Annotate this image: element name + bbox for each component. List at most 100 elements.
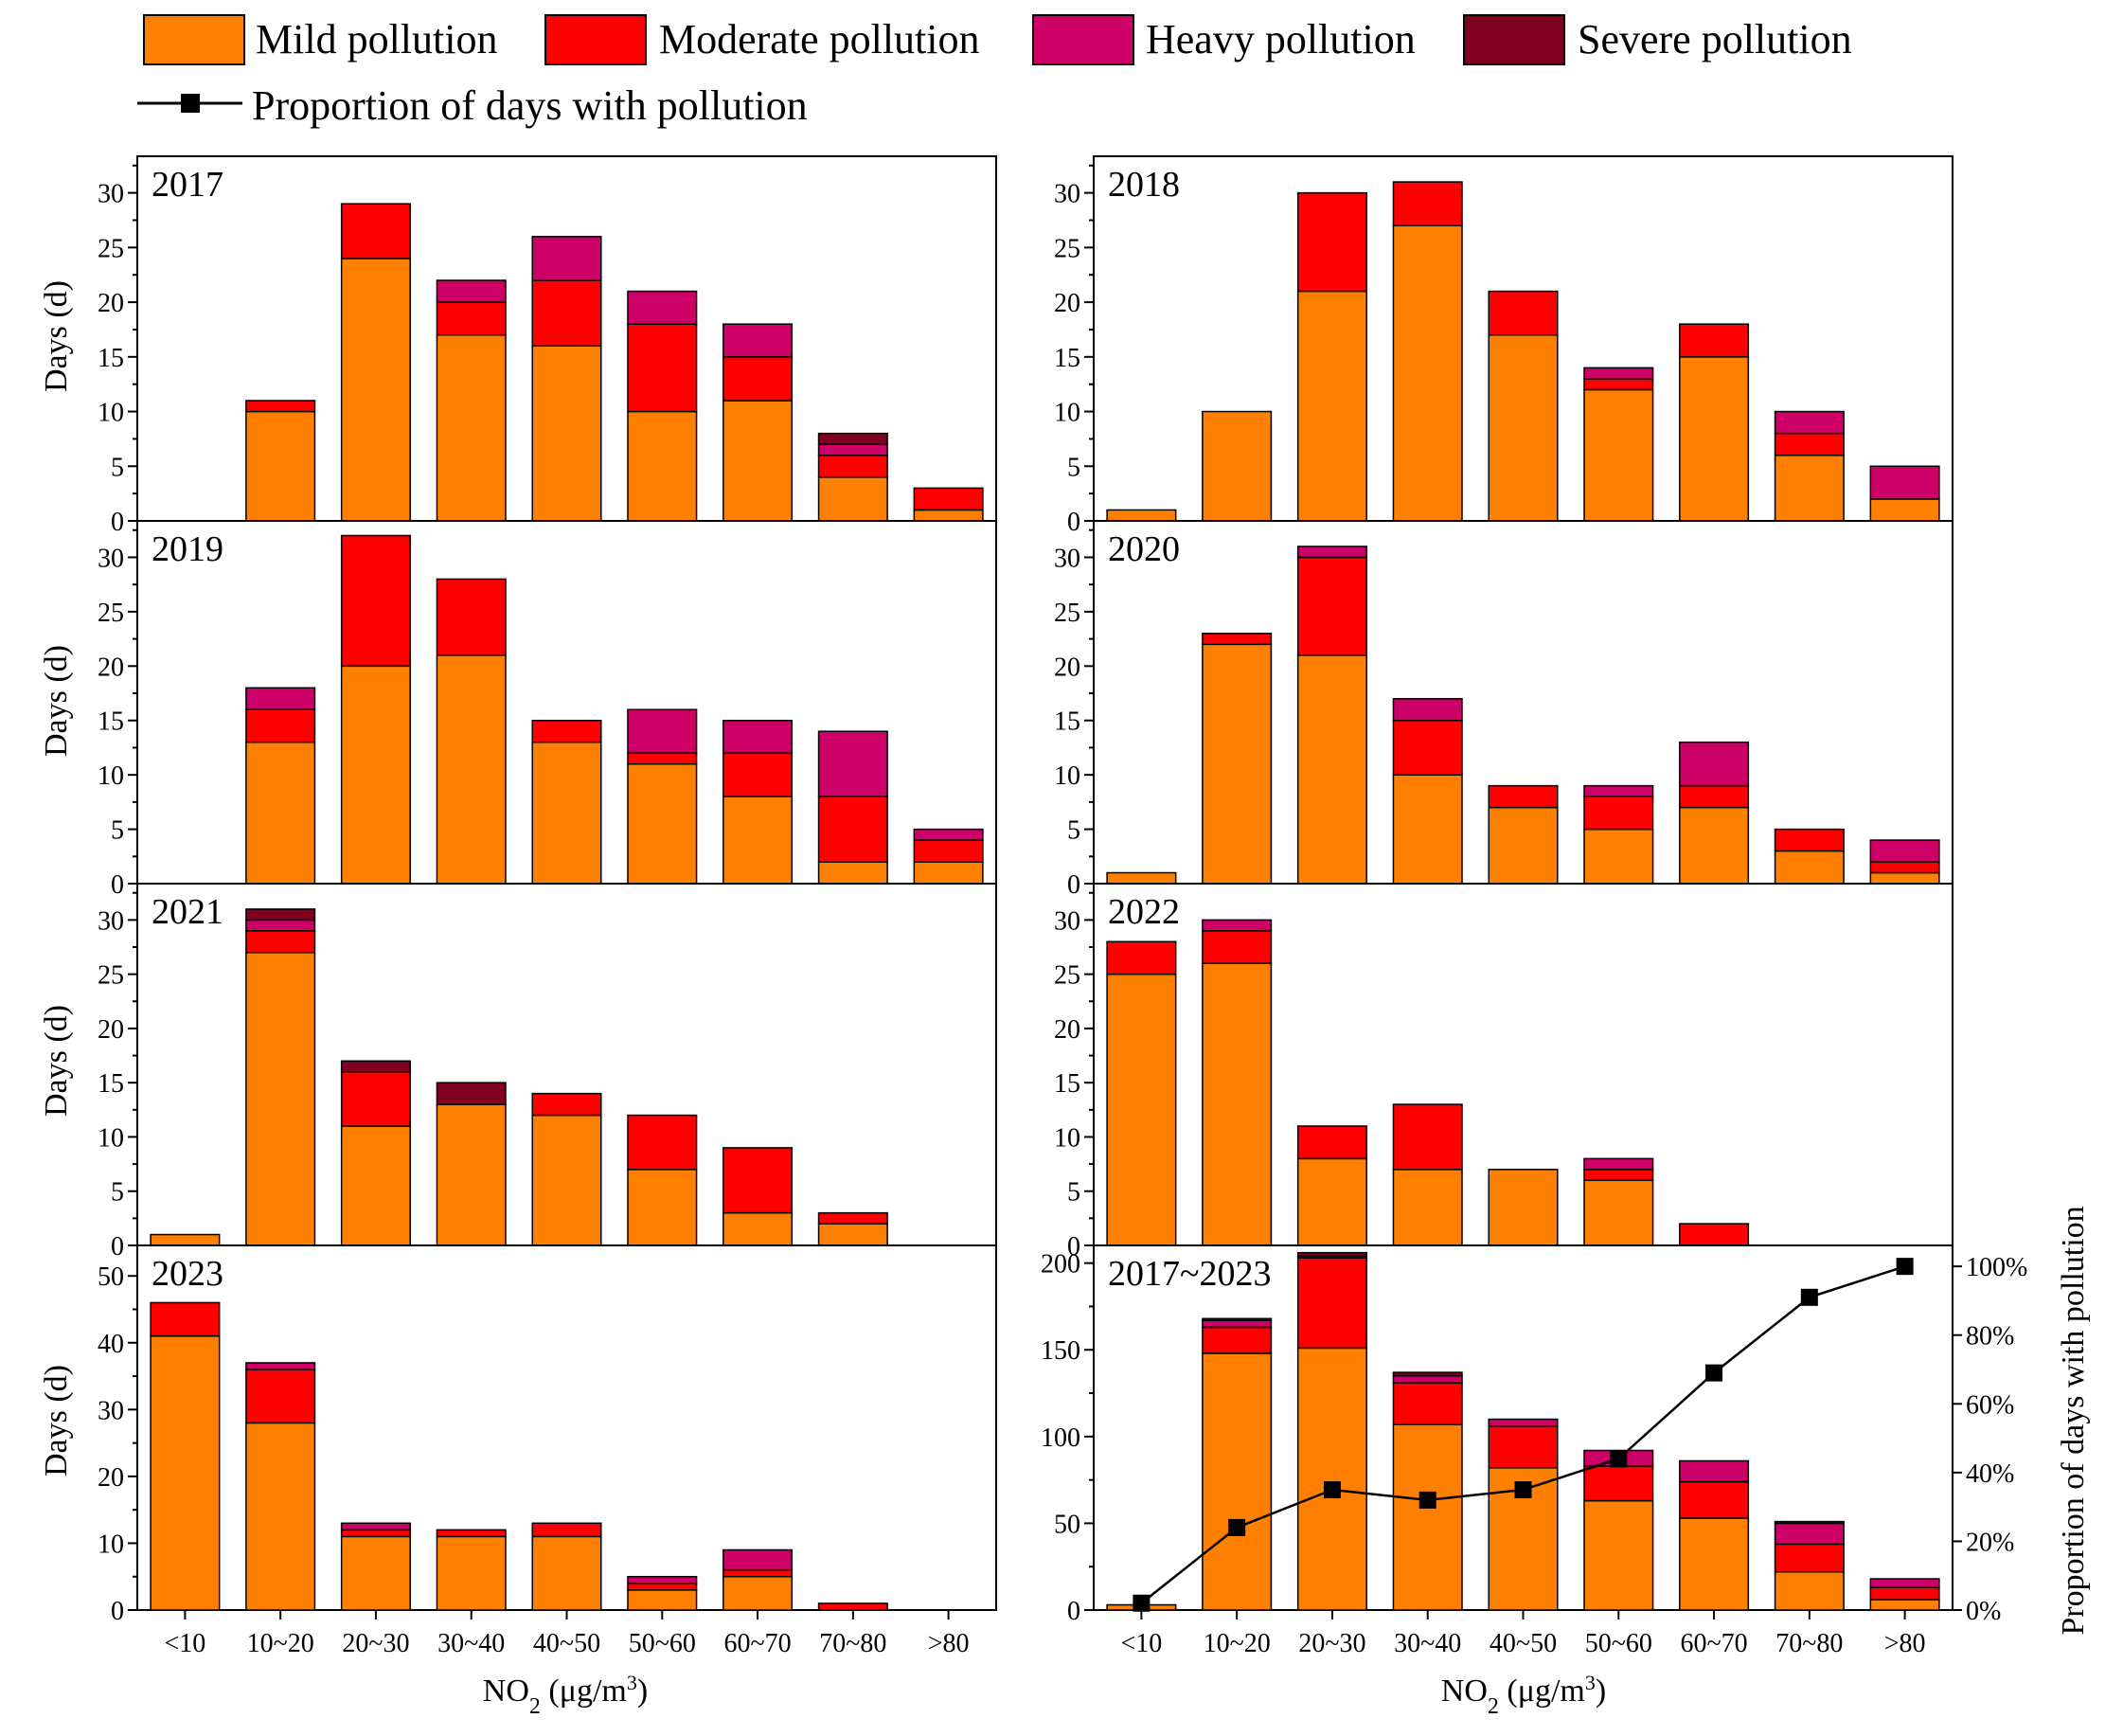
bar-heavy-2017-2023-3: [1392, 1374, 1463, 1384]
y-tick-label: 20: [1054, 653, 1080, 682]
x-tick-label: 50~60: [1585, 1629, 1652, 1658]
bar-severe-2017-2023-3: [1392, 1371, 1463, 1377]
bar-mild-2023-3: [436, 1535, 507, 1611]
bar-heavy-2019-6: [723, 719, 794, 754]
y-axis-label-row1: Days (d): [39, 280, 74, 392]
bar-moderate-2018-6: [1679, 323, 1750, 358]
bar-heavy-2020-5: [1583, 784, 1654, 797]
y-tick-label: 100: [1041, 1423, 1080, 1453]
bar-mild-2023-6: [723, 1575, 794, 1611]
bar-mild-2020-2: [1296, 654, 1367, 885]
y-tick-label: 20: [98, 653, 124, 682]
legend-swatch-severe: [1463, 14, 1565, 65]
panel-2017: 0 5 10 15 20 25 30 2017: [98, 155, 997, 537]
legend-swatch-mild: [143, 14, 245, 65]
proportion-marker-0: [1133, 1594, 1151, 1612]
y-tick-label: 15: [1054, 1069, 1080, 1099]
bar-mild-2017-1: [245, 410, 316, 522]
bar-heavy-2019-5: [627, 708, 698, 754]
legend-label-severe: Severe pollution: [1578, 16, 1852, 63]
y-tick-label: 0: [1067, 1597, 1080, 1626]
y-tick-label: 0: [111, 870, 124, 900]
bar-mild-2020-3: [1392, 774, 1463, 885]
bar-moderate-2021-4: [531, 1092, 602, 1117]
bar-heavy-2017-2023-6: [1679, 1459, 1750, 1483]
bar-moderate-2018-5: [1583, 378, 1654, 391]
bar-mild-2020-0: [1106, 871, 1177, 885]
bar-moderate-2017-4: [531, 279, 602, 348]
bar-heavy-2017-2023-4: [1488, 1418, 1559, 1427]
bar-mild-2023-2: [340, 1535, 411, 1611]
bar-mild-2020-7: [1774, 850, 1845, 885]
bar-moderate-2018-4: [1488, 290, 1559, 336]
bar-moderate-2023-2: [340, 1529, 411, 1538]
legend-label-mild: Mild pollution: [256, 16, 497, 63]
bar-mild-2021-5: [627, 1169, 698, 1246]
y-tick-label: 5: [111, 1178, 124, 1208]
bar-heavy-2023-6: [723, 1548, 794, 1571]
bar-moderate-2019-8: [913, 839, 984, 863]
bar-mild-2021-1: [245, 951, 316, 1246]
y-tick-label: 5: [1067, 1178, 1080, 1208]
bar-mild-2017-2023-6: [1679, 1517, 1750, 1611]
bar-heavy-2019-8: [913, 828, 984, 841]
bar-moderate-2017-2023-1: [1202, 1326, 1273, 1354]
y2-tick-label: 40%: [1966, 1459, 2014, 1489]
bar-moderate-2017-2023-7: [1774, 1543, 1845, 1573]
bar-moderate-2022-2: [1296, 1125, 1367, 1160]
x-tick-label: 70~80: [1775, 1629, 1843, 1658]
bar-mild-2018-3: [1392, 224, 1463, 522]
y-tick-label: 30: [1054, 906, 1080, 936]
y-tick-label: 5: [111, 453, 124, 482]
y-tick-label: 30: [98, 180, 124, 209]
panel-2021: 0 5 10 15 20 25 30 2021: [98, 883, 997, 1262]
legend-swatch-heavy: [1032, 14, 1134, 65]
bar-heavy-2020-2: [1296, 546, 1367, 559]
bar-moderate-2020-7: [1774, 828, 1845, 852]
bar-mild-2022-4: [1488, 1169, 1559, 1246]
bar-mild-2017-5: [627, 410, 698, 522]
bar-mild-2021-6: [723, 1211, 794, 1246]
y-tick-label: 25: [98, 599, 124, 628]
bar-mild-2022-2: [1296, 1157, 1367, 1246]
bar-moderate-2022-0: [1106, 940, 1177, 975]
y2-tick-label: 80%: [1966, 1322, 2014, 1351]
bar-mild-2019-8: [913, 861, 984, 885]
bar-moderate-2019-5: [627, 752, 698, 765]
panel-title: 2018: [1108, 165, 1180, 205]
bar-mild-2023-1: [245, 1422, 316, 1611]
x-tick-label: 10~20: [247, 1629, 314, 1658]
bar-heavy-2017-5: [627, 290, 698, 325]
bar-mild-2017-2023-1: [1202, 1352, 1273, 1611]
bar-mild-2023-5: [627, 1589, 698, 1611]
y-tick-label: 0: [111, 508, 124, 537]
bar-mild-2017-3: [436, 333, 507, 522]
bar-severe-2021-1: [245, 908, 316, 922]
bar-moderate-2023-6: [723, 1568, 794, 1578]
bar-mild-2020-8: [1869, 871, 1940, 885]
y-tick-label: 30: [1054, 180, 1080, 209]
panel-2020: 0 5 10 15 20 25 30 2020: [1054, 520, 1954, 900]
bar-moderate-2023-3: [436, 1529, 507, 1538]
bar-mild-2020-1: [1202, 643, 1273, 885]
proportion-marker-2: [1323, 1481, 1341, 1498]
x-tick-label: 70~80: [819, 1629, 886, 1658]
bar-moderate-2020-5: [1583, 796, 1654, 831]
bar-heavy-2017-2023-8: [1869, 1578, 1940, 1588]
y-tick-label: 20: [1054, 289, 1080, 318]
x-tick-label: 50~60: [629, 1629, 696, 1658]
bar-mild-2018-6: [1679, 356, 1750, 522]
bar-moderate-2023-0: [150, 1301, 221, 1337]
y-tick-label: 30: [98, 906, 124, 936]
bar-moderate-2021-1: [245, 930, 316, 954]
bar-heavy-2022-1: [1202, 919, 1273, 932]
bar-mild-2019-2: [340, 665, 411, 885]
y-tick-label: 25: [1054, 599, 1080, 628]
bar-moderate-2022-1: [1202, 930, 1273, 964]
y-axis-label-row3: Days (d): [39, 1005, 74, 1117]
bar-moderate-2020-1: [1202, 633, 1273, 646]
y-tick-label: 30: [98, 1396, 124, 1425]
x-axis-label-right: NO2 (μg/m3): [1441, 1671, 1606, 1720]
bar-heavy-2017-4: [531, 236, 602, 281]
